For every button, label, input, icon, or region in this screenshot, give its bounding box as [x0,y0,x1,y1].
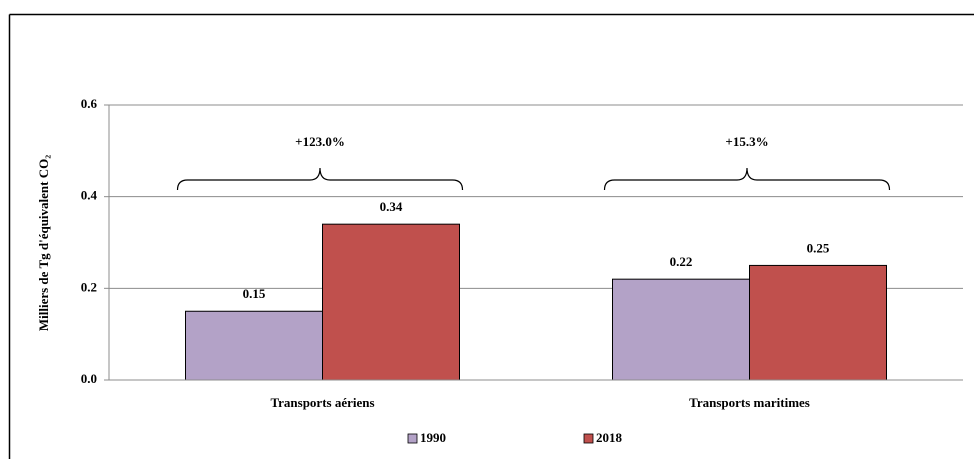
y-tick-label: 0.0 [81,371,97,386]
y-tick-label: 0.6 [81,96,98,111]
bar [185,310,323,381]
data-label: 0.15 [243,286,266,301]
legend-swatch [583,433,594,444]
data-label: 0.34 [380,199,403,214]
x-tick-label: Transports aériens [270,395,374,410]
brace [603,167,891,191]
y-axis-label: Milliers de Tg d'équivalent CO₂ [36,155,51,331]
brace [176,167,464,191]
legend-swatch [407,433,418,444]
annotation: +15.3% [725,134,768,149]
legend-label: 2018 [596,430,623,445]
y-tick-label: 0.4 [81,188,98,203]
annotation: +123.0% [295,134,345,149]
bar [749,264,887,381]
data-label: 0.25 [807,240,830,255]
bar [322,223,460,381]
y-tick-label: 0.2 [81,279,97,294]
x-tick-label: Transports maritimes [689,395,810,410]
data-label: 0.22 [670,254,693,269]
legend-label: 1990 [420,430,446,445]
bar [612,278,750,381]
